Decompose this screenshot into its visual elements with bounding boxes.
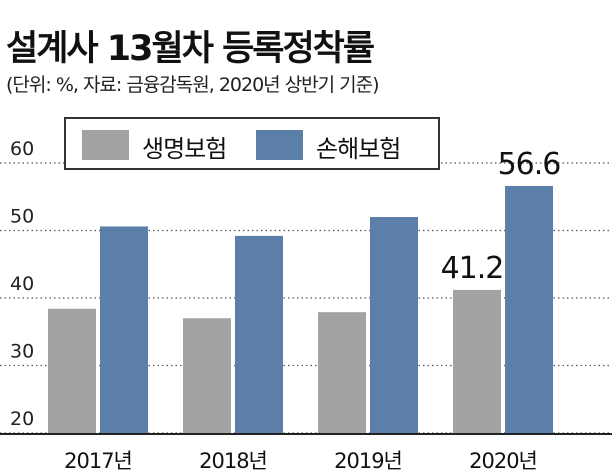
y-tick-label: 50 <box>10 206 34 228</box>
legend-label-life: 생명보험 <box>142 135 227 163</box>
legend-label-nonlife: 손해보험 <box>316 135 401 163</box>
y-tick-label: 40 <box>10 273 34 295</box>
bar-life-insurance <box>453 289 501 434</box>
x-tick-label: 2018년 <box>199 449 267 472</box>
legend-swatch-life <box>82 130 129 160</box>
chart-title: 설계사 13월차 등록정착률 <box>6 29 375 69</box>
bar-non-life-insurance <box>370 217 418 434</box>
data-label: 41.2 <box>441 251 504 286</box>
top-border <box>0 0 612 9</box>
legend-swatch-nonlife <box>256 130 303 160</box>
chart-subtitle: (단위: %, 자료: 금융감독원, 2020년 상반기 기준) <box>6 74 380 96</box>
bar-life-insurance <box>48 308 96 434</box>
y-tick-label: 60 <box>10 138 34 160</box>
data-label: 56.6 <box>498 147 561 182</box>
y-tick-label: 30 <box>10 341 34 363</box>
bar-life-insurance <box>318 312 366 434</box>
x-tick-label: 2017년 <box>64 449 132 472</box>
bar-non-life-insurance <box>235 235 283 434</box>
x-tick-label: 2020년 <box>469 449 537 472</box>
y-tick-label: 20 <box>10 408 34 430</box>
bar-non-life-insurance <box>505 185 553 434</box>
x-tick-label: 2019년 <box>334 449 402 472</box>
bar-life-insurance <box>183 318 231 434</box>
bar-non-life-insurance <box>100 226 148 434</box>
chart-legend: 생명보험 손해보험 <box>64 117 440 170</box>
